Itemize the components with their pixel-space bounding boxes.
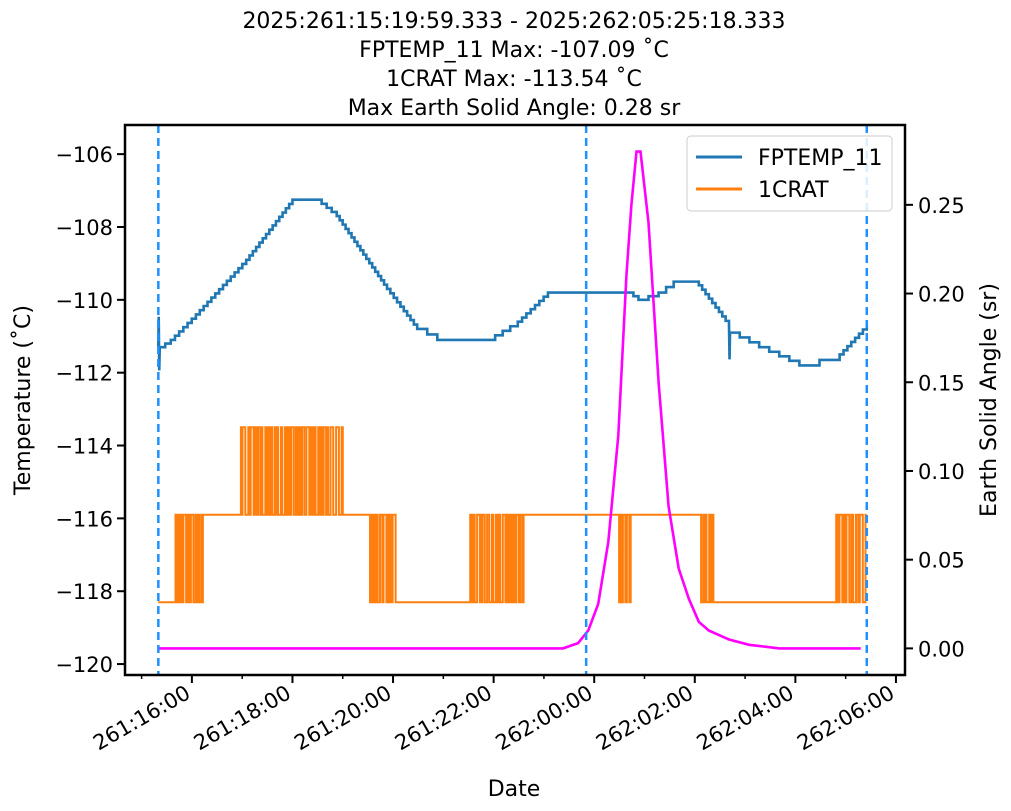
series-fptemp-11 bbox=[156, 198, 869, 371]
legend-box bbox=[686, 135, 893, 212]
x-tick-label: 261:20:00 bbox=[290, 681, 395, 756]
x-tick-label: 261:22:00 bbox=[391, 681, 496, 756]
plot-area bbox=[156, 125, 869, 675]
series-earth-solid-angle bbox=[158, 150, 861, 650]
y-tick-label: −116 bbox=[55, 507, 113, 531]
legend: FPTEMP_11 1CRAT bbox=[686, 135, 893, 212]
y2-tick-label: 0.00 bbox=[918, 637, 965, 661]
plot-frame bbox=[123, 123, 907, 677]
x-tick-label: 261:16:00 bbox=[89, 681, 194, 756]
y-tick-label: −114 bbox=[55, 435, 113, 459]
legend-label-fptemp: FPTEMP_11 bbox=[758, 146, 883, 171]
y-axis-label: Temperature (˚C) bbox=[11, 305, 36, 496]
chart-title: 2025:261:15:19:59.333 - 2025:262:05:25:1… bbox=[242, 9, 785, 121]
series-1crat bbox=[158, 426, 867, 604]
y2-axis-label: Earth Solid Angle (sr) bbox=[977, 283, 1002, 517]
y-tick-label: −112 bbox=[55, 362, 113, 386]
x-tick-label: 262:02:00 bbox=[592, 681, 697, 756]
legend-label-1crat: 1CRAT bbox=[758, 178, 829, 203]
title-line-earth-angle: Max Earth Solid Angle: 0.28 sr bbox=[348, 96, 682, 121]
axes: 261:16:00261:18:00261:20:00261:22:00262:… bbox=[55, 143, 964, 755]
x-axis-label: Date bbox=[488, 777, 541, 802]
title-line-1crat-max: 1CRAT Max: -113.54 ˚C bbox=[386, 67, 642, 92]
y2-tick-label: 0.10 bbox=[918, 460, 965, 484]
x-tick-label: 262:04:00 bbox=[693, 681, 798, 756]
title-line-fptemp-max: FPTEMP_11 Max: -107.09 ˚C bbox=[359, 38, 669, 63]
y2-tick-label: 0.20 bbox=[918, 283, 965, 307]
title-line-range: 2025:261:15:19:59.333 - 2025:262:05:25:1… bbox=[242, 9, 785, 34]
y-tick-label: −120 bbox=[55, 653, 113, 677]
y2-tick-label: 0.25 bbox=[918, 194, 965, 218]
y-tick-label: −118 bbox=[55, 580, 113, 604]
y-tick-label: −110 bbox=[55, 289, 113, 313]
y-tick-label: −106 bbox=[55, 143, 113, 167]
x-tick-label: 262:00:00 bbox=[491, 681, 596, 756]
x-tick-label: 261:18:00 bbox=[190, 681, 295, 756]
y2-tick-label: 0.15 bbox=[918, 371, 965, 395]
x-tick-label: 262:06:00 bbox=[793, 681, 898, 756]
y-tick-label: −108 bbox=[55, 216, 113, 240]
y2-tick-label: 0.05 bbox=[918, 549, 965, 573]
